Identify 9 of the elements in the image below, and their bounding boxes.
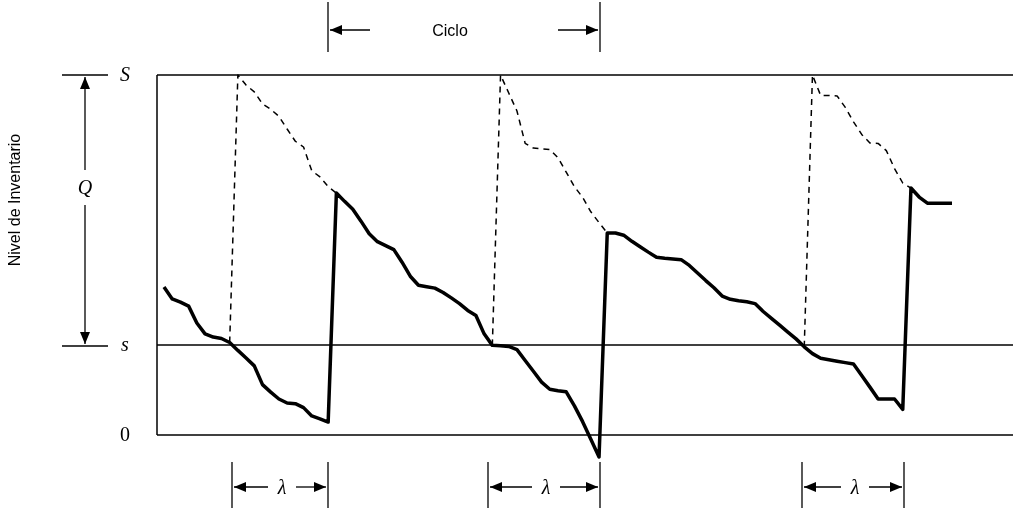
ref-line-label: s bbox=[121, 333, 130, 355]
text: Ciclo bbox=[432, 22, 468, 39]
ref-line-label: S bbox=[120, 63, 130, 85]
text: λ bbox=[540, 476, 551, 498]
text: λ bbox=[849, 476, 860, 498]
text: Q bbox=[77, 176, 93, 198]
ref-line-label: 0 bbox=[120, 423, 130, 445]
text: λ bbox=[276, 476, 287, 498]
text: Nivel de Inventario bbox=[6, 133, 23, 267]
